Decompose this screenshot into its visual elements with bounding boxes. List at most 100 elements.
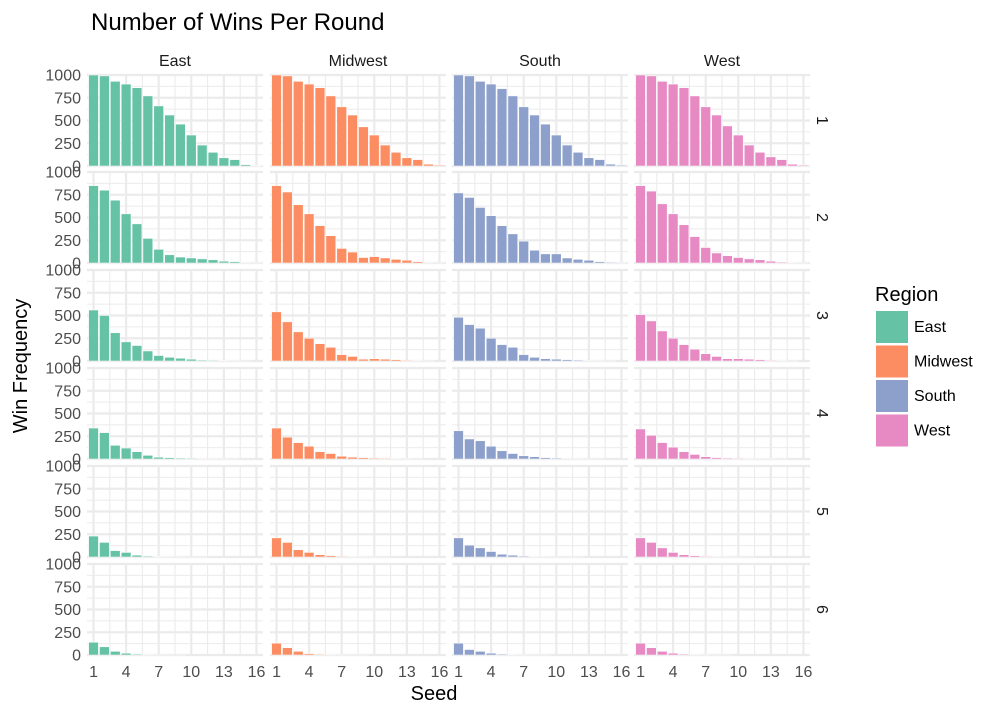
bar [540,358,551,362]
bar [689,348,700,362]
y-tick-label: 0 [72,452,81,469]
y-tick-label: 1000 [45,165,81,182]
y-tick-label: 500 [54,308,81,325]
bar [282,436,293,460]
x-tick-label: 16 [431,664,449,681]
bar [142,95,153,167]
y-tick-label: 500 [54,504,81,521]
bar [540,123,551,167]
bar [657,547,668,558]
bar [605,262,616,264]
bar [667,213,679,264]
bar [646,647,657,656]
y-tick-label: 500 [54,602,81,619]
y-tick-label: 250 [54,429,81,446]
facet-panel [270,366,446,461]
x-tick-label: 1 [272,664,281,681]
x-tick-label: 7 [337,664,346,681]
bar [164,254,175,264]
bar [153,249,164,264]
bar [765,260,777,264]
legend-title: Region [875,284,938,306]
bar [678,554,690,558]
bar [733,257,744,264]
bar [120,652,132,656]
bar [99,542,110,558]
bar [303,653,315,656]
y-tick-label: 750 [54,90,81,107]
bar [401,260,413,264]
strip-label-row: 4 [813,409,830,418]
bar [390,359,402,362]
bar [453,537,464,558]
facet-panel [87,366,263,461]
bar [336,456,347,460]
bar [700,247,711,264]
y-tick-label: 500 [54,406,81,423]
x-tick-label: 4 [487,664,496,681]
x-tick-label: 13 [580,664,598,681]
bar [798,164,809,167]
facet-panel [452,170,628,265]
bar [562,359,573,362]
y-tick-label: 1000 [45,263,81,280]
legend-swatch [876,311,908,343]
bar [635,74,646,167]
bar [678,344,690,362]
bar [507,347,518,362]
x-tick-label: 13 [398,664,416,681]
bar [678,653,690,656]
bar [475,327,486,362]
bar [131,554,143,558]
bar [153,456,164,460]
bar [485,338,497,362]
bar [282,321,293,362]
bar [744,358,755,362]
bar [293,81,304,167]
bar [518,455,529,460]
legend-label: East [914,319,947,336]
legend-label: Midwest [914,354,973,371]
x-tick-label: 16 [248,664,266,681]
bar [572,152,584,167]
bar [689,95,700,167]
bar [131,345,143,362]
bar [186,358,197,362]
bar [667,652,679,656]
x-tick-label: 10 [729,664,747,681]
bar [325,95,336,167]
x-tick-label: 4 [122,664,131,681]
y-tick-label: 750 [54,481,81,498]
bar [164,357,175,362]
bar [722,457,733,460]
bar [434,164,445,167]
bar [572,259,584,264]
bar [282,647,293,656]
strip-label-row: 3 [813,311,830,320]
bar [754,259,766,264]
bar [518,555,529,558]
bar [336,106,347,167]
bar [646,75,657,167]
y-tick-label: 750 [54,579,81,596]
facet-panel [452,366,628,461]
bar [271,311,282,362]
bar [412,261,423,264]
bar [240,164,251,167]
bar [583,260,595,264]
bar [475,547,486,558]
bar [667,83,679,167]
y-tick-label: 750 [54,383,81,400]
bar [347,356,358,362]
bar [635,314,646,362]
bar [635,185,646,264]
bar [787,163,798,167]
bar [507,233,518,264]
bar [722,125,733,167]
bar [529,114,540,167]
bar [657,330,668,362]
bar [282,75,293,167]
bar [131,223,143,264]
x-tick-label: 7 [519,664,528,681]
bar [518,354,529,362]
